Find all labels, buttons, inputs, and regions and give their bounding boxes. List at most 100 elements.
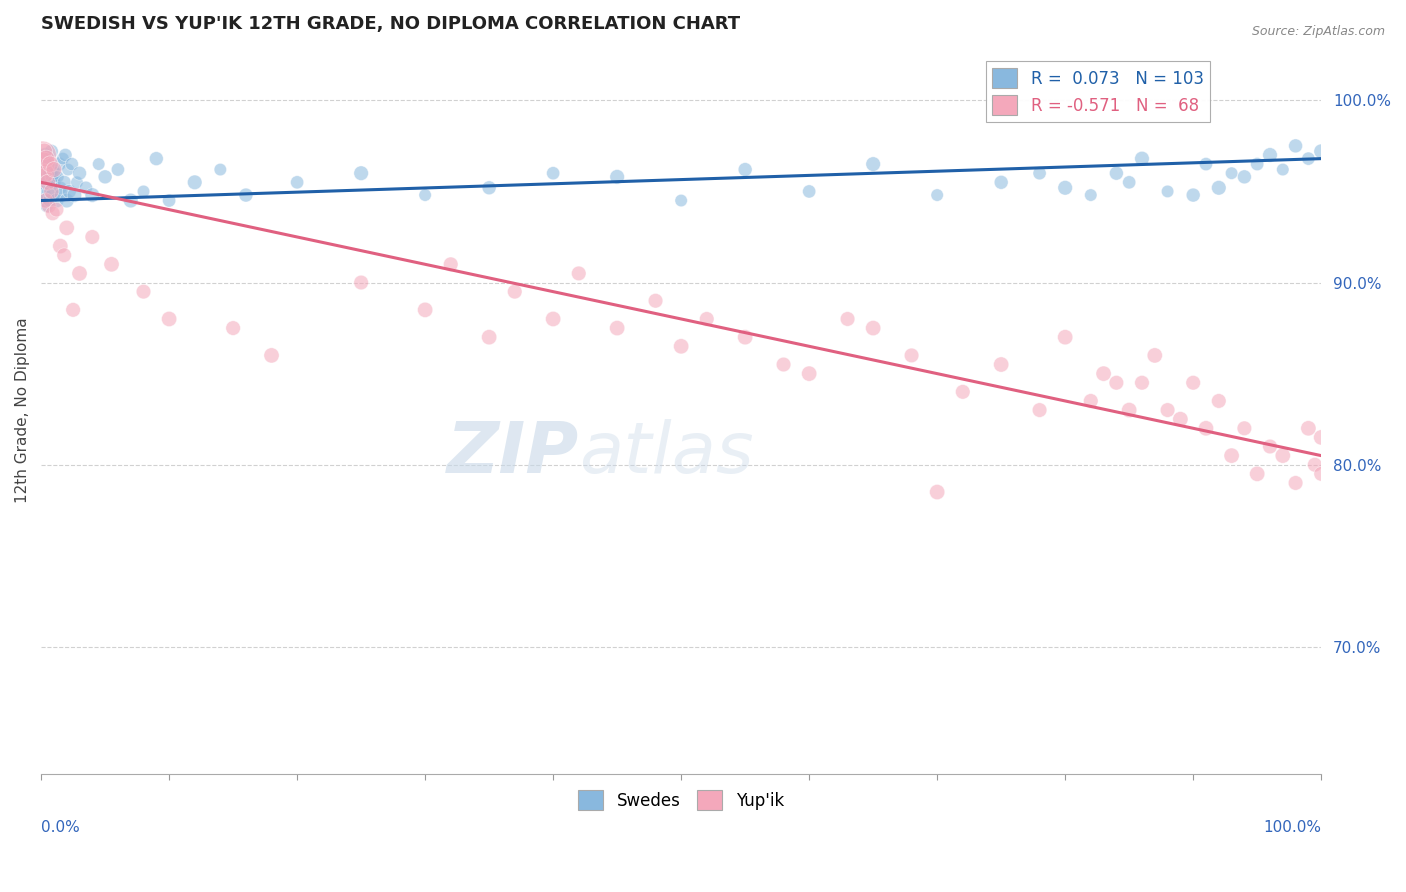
Point xyxy=(42,162,65,177)
Point xyxy=(1182,188,1205,202)
Point xyxy=(45,194,67,208)
Point xyxy=(58,185,80,199)
Point xyxy=(900,348,922,362)
Point xyxy=(1208,181,1230,195)
Point xyxy=(63,188,86,202)
Point xyxy=(32,157,55,171)
Point xyxy=(34,194,56,208)
Point xyxy=(1105,166,1128,180)
Point xyxy=(1233,169,1256,184)
Point xyxy=(541,312,564,326)
Point xyxy=(734,162,756,177)
Point xyxy=(799,185,821,199)
Point xyxy=(990,175,1012,189)
Point xyxy=(32,175,55,189)
Point xyxy=(39,166,62,180)
Point xyxy=(120,194,142,208)
Point xyxy=(837,312,859,326)
Point xyxy=(183,175,205,189)
Point xyxy=(541,166,564,180)
Point xyxy=(100,257,122,271)
Point xyxy=(56,162,79,177)
Point xyxy=(990,358,1012,372)
Point xyxy=(34,145,56,159)
Point xyxy=(927,485,949,500)
Point xyxy=(132,285,155,299)
Point xyxy=(66,175,89,189)
Point xyxy=(41,145,63,159)
Point xyxy=(49,181,72,195)
Point xyxy=(35,157,58,171)
Point xyxy=(1258,148,1281,162)
Point xyxy=(157,194,180,208)
Text: 0.0%: 0.0% xyxy=(41,820,80,835)
Point xyxy=(38,194,60,208)
Point xyxy=(1284,475,1306,490)
Point xyxy=(1233,421,1256,435)
Point xyxy=(1143,348,1166,362)
Point xyxy=(222,321,245,335)
Point xyxy=(799,367,821,381)
Point xyxy=(32,162,55,177)
Point xyxy=(1208,394,1230,409)
Point xyxy=(82,188,104,202)
Legend: Swedes, Yup'ik: Swedes, Yup'ik xyxy=(572,783,790,817)
Point xyxy=(1284,139,1306,153)
Point xyxy=(1028,403,1050,417)
Point xyxy=(38,199,60,213)
Point xyxy=(1310,467,1333,481)
Point xyxy=(478,330,501,344)
Point xyxy=(69,267,91,281)
Point xyxy=(734,330,756,344)
Point xyxy=(41,169,63,184)
Point xyxy=(32,169,55,184)
Point xyxy=(39,175,62,189)
Point xyxy=(1118,403,1140,417)
Point xyxy=(413,302,436,317)
Point xyxy=(568,267,591,281)
Point xyxy=(69,166,91,180)
Point xyxy=(52,152,75,166)
Point xyxy=(41,206,63,220)
Point xyxy=(350,166,373,180)
Point xyxy=(1220,166,1243,180)
Point xyxy=(62,302,84,317)
Point xyxy=(35,199,58,213)
Y-axis label: 12th Grade, No Diploma: 12th Grade, No Diploma xyxy=(15,318,30,503)
Point xyxy=(46,169,69,184)
Point xyxy=(1271,449,1294,463)
Point xyxy=(38,185,60,199)
Point xyxy=(1258,440,1281,454)
Point xyxy=(75,181,97,195)
Point xyxy=(1246,157,1268,171)
Point xyxy=(1298,421,1320,435)
Point xyxy=(31,148,53,162)
Point xyxy=(1130,152,1153,166)
Point xyxy=(87,157,110,171)
Point xyxy=(1092,367,1115,381)
Point xyxy=(53,248,76,262)
Point xyxy=(350,276,373,290)
Point xyxy=(1310,430,1333,444)
Point xyxy=(1195,421,1218,435)
Point xyxy=(37,175,59,189)
Point xyxy=(862,321,884,335)
Point xyxy=(1054,181,1077,195)
Point xyxy=(1220,449,1243,463)
Point xyxy=(1156,185,1178,199)
Point xyxy=(39,157,62,171)
Point xyxy=(51,188,73,202)
Point xyxy=(1170,412,1192,426)
Point xyxy=(606,321,628,335)
Point xyxy=(37,152,59,166)
Point xyxy=(55,220,77,235)
Text: SWEDISH VS YUP'IK 12TH GRADE, NO DIPLOMA CORRELATION CHART: SWEDISH VS YUP'IK 12TH GRADE, NO DIPLOMA… xyxy=(41,15,740,33)
Point xyxy=(772,358,794,372)
Text: 100.0%: 100.0% xyxy=(1263,820,1322,835)
Point xyxy=(209,162,232,177)
Text: atlas: atlas xyxy=(579,419,754,488)
Point xyxy=(1130,376,1153,390)
Point xyxy=(1080,188,1102,202)
Point xyxy=(1195,157,1218,171)
Point xyxy=(82,230,104,244)
